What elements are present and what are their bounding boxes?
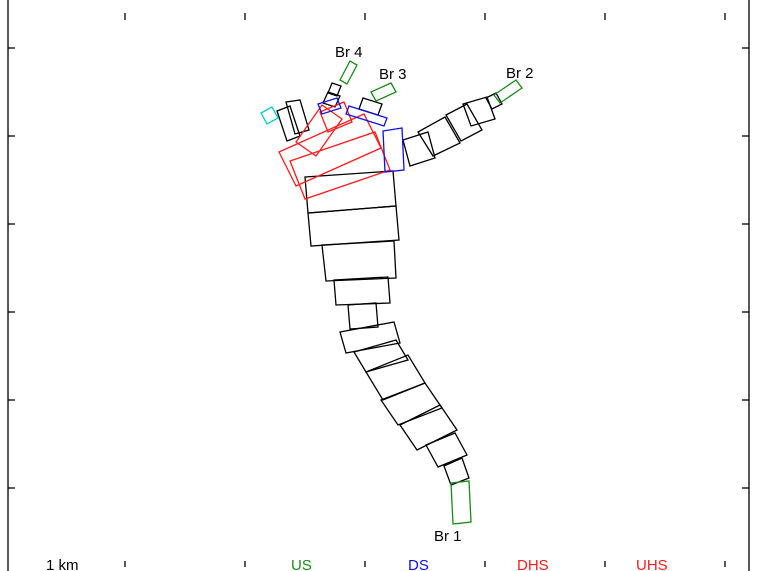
us-segments bbox=[339, 60, 523, 525]
dhs-uhs-segments bbox=[278, 101, 391, 200]
trunk-segment bbox=[365, 354, 426, 401]
us-segment-br1 bbox=[450, 480, 472, 525]
br4-segment bbox=[327, 82, 342, 97]
legend-dhs: DHS bbox=[517, 557, 549, 571]
cyan-segment bbox=[260, 106, 279, 125]
uhs-segment bbox=[289, 131, 391, 200]
trunk-segment bbox=[333, 276, 391, 306]
branch-label-br1: Br 1 bbox=[434, 528, 462, 545]
br4-segment bbox=[322, 91, 341, 108]
ds-segments bbox=[317, 97, 405, 173]
us-segment-br2 bbox=[493, 79, 523, 104]
plot-frame bbox=[7, 0, 750, 571]
br2-segment bbox=[485, 92, 503, 110]
br2-segment bbox=[445, 103, 483, 142]
branch-label-br4: Br 4 bbox=[335, 44, 363, 61]
left-cluster-segments bbox=[276, 99, 310, 142]
legend-uhs: UHS bbox=[636, 557, 668, 571]
trunk-segment bbox=[307, 205, 400, 247]
ds-segment bbox=[345, 105, 388, 127]
cyan-segments bbox=[260, 106, 279, 125]
br2-arm-segments bbox=[402, 92, 503, 167]
br4-arm-segments bbox=[322, 82, 342, 108]
br2-segment bbox=[402, 131, 436, 167]
br2-segment bbox=[417, 116, 461, 157]
ds-segment bbox=[317, 97, 342, 115]
trunk-segment bbox=[321, 240, 397, 282]
trunk-segment bbox=[425, 432, 468, 468]
axis-ticks bbox=[8, 13, 749, 567]
trunk-segments bbox=[304, 170, 470, 486]
branch-label-br3: Br 3 bbox=[379, 66, 407, 83]
trunk-segment bbox=[443, 457, 470, 486]
trunk-segment bbox=[353, 339, 409, 373]
dhs-segment bbox=[295, 104, 343, 157]
legend-us: US bbox=[291, 557, 312, 571]
uhs-segment bbox=[319, 101, 353, 133]
scale-label: 1 km bbox=[46, 557, 79, 571]
trunk-segment bbox=[399, 404, 458, 451]
ds-segment bbox=[382, 127, 405, 173]
br2-segment bbox=[462, 96, 496, 127]
trunk-segment bbox=[347, 302, 379, 330]
trunk-segment bbox=[339, 321, 401, 354]
legend-ds: DS bbox=[408, 557, 429, 571]
branch-label-br2: Br 2 bbox=[506, 65, 534, 82]
left-segment bbox=[285, 99, 310, 135]
us-segment-br4 bbox=[339, 60, 358, 85]
us-segment-br3 bbox=[370, 82, 397, 102]
